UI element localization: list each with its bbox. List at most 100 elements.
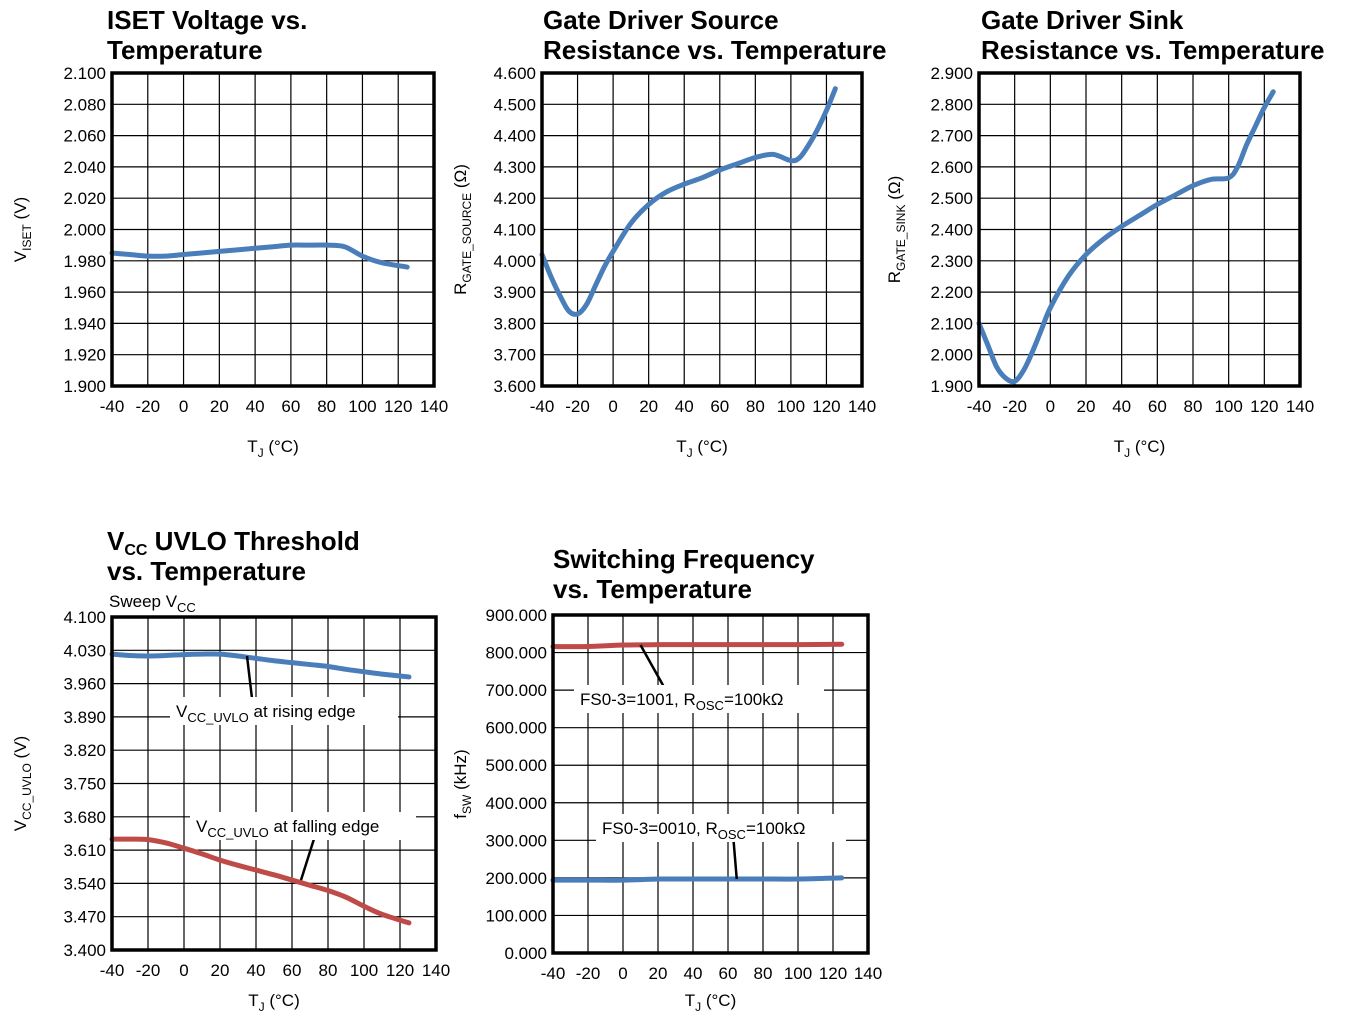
- y-tick-label: 1.960: [63, 283, 106, 302]
- x-tick-label: 40: [1112, 397, 1131, 416]
- y-tick-label: 0.000: [504, 944, 547, 963]
- annotation-background: [190, 812, 416, 840]
- x-tick-label: 40: [684, 964, 703, 983]
- y-tick-label: 4.030: [63, 641, 106, 660]
- x-tick-label: 40: [246, 397, 265, 416]
- x-tick-label: 60: [281, 397, 300, 416]
- chart-title-line: Switching Frequency: [553, 544, 815, 574]
- x-tick-label: 0: [1046, 397, 1055, 416]
- x-axis-label: TJ (°C): [676, 437, 728, 460]
- y-tick-label: 2.100: [930, 314, 973, 333]
- y-tick-label: 4.600: [493, 64, 536, 83]
- y-tick-label: 2.600: [930, 158, 973, 177]
- x-tick-label: 20: [649, 964, 668, 983]
- x-tick-label: 0: [618, 964, 627, 983]
- x-tick-label: -20: [136, 961, 161, 980]
- x-tick-label: 60: [719, 964, 738, 983]
- x-tick-label: 140: [854, 964, 882, 983]
- y-tick-label: 2.000: [63, 221, 106, 240]
- annotation-background: [596, 814, 846, 842]
- x-tick-label: 80: [317, 397, 336, 416]
- y-axis-label: RGATE_SOURCE (Ω): [451, 164, 474, 295]
- y-tick-label: 500.000: [486, 756, 547, 775]
- x-tick-label: 140: [1286, 397, 1314, 416]
- y-tick-label: 2.700: [930, 127, 973, 146]
- y-tick-label: 2.300: [930, 252, 973, 271]
- y-tick-label: 1.920: [63, 346, 106, 365]
- x-tick-label: -20: [576, 964, 601, 983]
- x-tick-label: 20: [211, 961, 230, 980]
- y-tick-label: 3.890: [63, 708, 106, 727]
- chart-title-line: Resistance vs. Temperature: [981, 35, 1324, 65]
- y-tick-label: 3.540: [63, 874, 106, 893]
- x-tick-label: 100: [350, 961, 378, 980]
- annotation-leader-line: [245, 655, 254, 700]
- x-tick-label: -40: [100, 397, 125, 416]
- x-tick-label: 140: [422, 961, 450, 980]
- y-tick-label: 2.200: [930, 283, 973, 302]
- y-tick-label: 200.000: [486, 869, 547, 888]
- y-tick-label: 2.800: [930, 95, 973, 114]
- y-tick-label: 2.080: [63, 95, 106, 114]
- y-tick-label: 2.020: [63, 189, 106, 208]
- series-line-red: [550, 641, 845, 650]
- y-tick-label: 300.000: [486, 831, 547, 850]
- y-tick-label: 4.200: [493, 189, 536, 208]
- x-axis-label: TJ (°C): [247, 437, 299, 460]
- chart-title-line: Gate Driver Sink: [981, 5, 1184, 35]
- y-tick-label: 4.000: [493, 252, 536, 271]
- plot-frame: [977, 71, 1302, 388]
- series-line-red: [109, 836, 412, 926]
- series-line-blue: [109, 242, 410, 270]
- y-axis-label: RGATE_SINK (Ω): [885, 176, 908, 284]
- x-tick-label: 60: [283, 961, 302, 980]
- y-tick-label: 2.500: [930, 189, 973, 208]
- series-line-blue: [109, 651, 412, 680]
- x-tick-label: 60: [1148, 397, 1167, 416]
- y-axis-label: fSW (kHz): [451, 749, 474, 818]
- chart-title-line: vs. Temperature: [107, 556, 306, 586]
- x-tick-label: 80: [754, 964, 773, 983]
- annotation-leader-line: [732, 839, 738, 880]
- y-tick-label: 4.100: [63, 608, 106, 627]
- x-tick-label: 80: [1184, 397, 1203, 416]
- y-tick-label: 2.900: [930, 64, 973, 83]
- y-tick-label: 2.040: [63, 158, 106, 177]
- x-tick-label: -40: [100, 961, 125, 980]
- plot-frame: [110, 71, 436, 388]
- y-axis-label: VISET (V): [11, 197, 34, 262]
- y-tick-label: 3.470: [63, 908, 106, 927]
- x-tick-label: 100: [1214, 397, 1242, 416]
- x-tick-label: -20: [565, 397, 590, 416]
- x-axis-label: TJ (°C): [1114, 437, 1166, 460]
- x-tick-label: 140: [848, 397, 876, 416]
- chart-title-line: VCC UVLO Threshold: [107, 526, 360, 559]
- x-tick-label: 0: [179, 397, 188, 416]
- y-tick-label: 3.960: [63, 675, 106, 694]
- chart-title-line: Gate Driver Source: [543, 5, 779, 35]
- x-tick-label: 20: [1077, 397, 1096, 416]
- y-tick-label: 800.000: [486, 644, 547, 663]
- annotation-background: [170, 697, 398, 725]
- annotation-leader-line: [639, 644, 666, 688]
- chart-title-line: vs. Temperature: [553, 574, 752, 604]
- y-tick-label: 4.100: [493, 221, 536, 240]
- y-tick-label: 1.900: [930, 377, 973, 396]
- y-tick-label: 600.000: [486, 719, 547, 738]
- x-tick-label: -40: [530, 397, 555, 416]
- y-tick-label: 900.000: [486, 606, 547, 625]
- series-line-blue: [550, 875, 845, 883]
- chart-title-line: Temperature: [107, 35, 263, 65]
- y-tick-label: 3.900: [493, 283, 536, 302]
- annotation-leader-line: [299, 837, 316, 881]
- annotation-label: VCC_UVLO at rising edge: [176, 702, 356, 725]
- y-tick-label: 3.610: [63, 841, 106, 860]
- y-tick-label: 3.700: [493, 346, 536, 365]
- y-tick-label: 2.400: [930, 221, 973, 240]
- x-tick-label: -40: [967, 397, 992, 416]
- x-tick-label: 120: [1250, 397, 1278, 416]
- x-tick-label: 80: [746, 397, 765, 416]
